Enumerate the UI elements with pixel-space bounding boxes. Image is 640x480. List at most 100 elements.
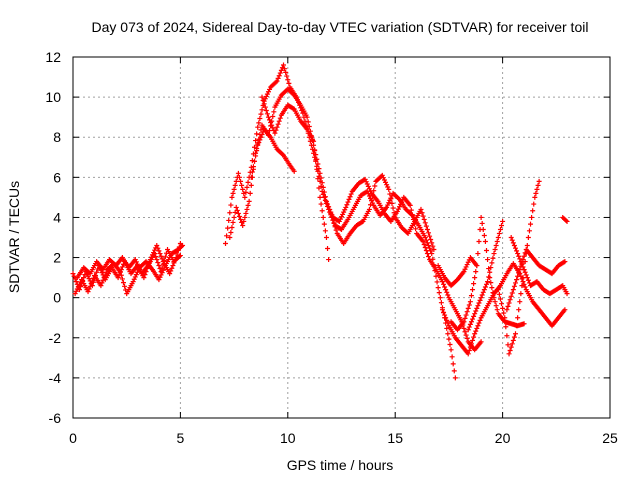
data-point [428,248,434,254]
data-point [258,111,264,117]
data-point [429,240,435,246]
data-track [74,247,183,281]
data-point [488,280,494,286]
data-point [534,186,540,192]
data-point [370,192,376,198]
data-point [255,142,261,148]
data-point [122,283,128,289]
data-point [327,206,333,212]
data-point [462,329,468,335]
data-point [535,182,541,188]
data-point [525,235,531,240]
data-point [330,217,336,223]
data-point [489,260,495,266]
data-point [170,263,176,269]
data-point [391,210,397,216]
data-point [522,269,528,275]
data-point [253,138,259,144]
data-point [448,347,454,353]
data-point [223,241,229,247]
data-point [477,317,483,323]
data-marks [70,62,570,381]
data-point [70,271,76,277]
data-track [435,255,480,289]
data-point [94,269,100,275]
data-point [511,243,517,249]
data-point [562,259,568,265]
data-point [314,166,320,172]
y-tick-label: 6 [53,169,61,185]
data-point [315,176,321,182]
data-point [120,280,126,286]
data-point [325,246,331,252]
data-point [245,202,251,208]
data-point [162,254,168,260]
data-point [445,292,451,298]
data-point [499,222,505,228]
data-point [259,107,265,113]
data-point [269,122,275,128]
data-point [490,255,496,261]
data-point [423,248,429,254]
data-point [512,245,518,251]
data-point [156,263,162,269]
data-point [441,309,447,315]
data-point [231,186,237,192]
data-point [492,247,498,253]
data-point [515,273,521,279]
data-point [304,114,310,120]
data-point [470,287,476,293]
data-point [486,274,492,280]
data-point [386,186,392,192]
data-point [468,293,474,299]
data-point [481,232,487,238]
data-point [443,287,449,293]
data-point [420,239,426,245]
data-point [421,216,427,222]
data-point [249,169,255,175]
data-point [480,289,486,295]
data-point [512,331,518,337]
data-point [236,174,242,180]
data-point [434,279,440,285]
x-tick-label: 0 [69,430,77,446]
data-point [433,273,439,279]
data-point [259,132,265,138]
data-point [236,213,242,219]
data-point [322,228,328,234]
data-point [242,214,248,220]
data-point [491,251,497,257]
data-point [483,281,489,287]
data-point [418,206,424,212]
data-point [240,222,246,228]
data-point [318,175,324,181]
data-point [442,312,448,318]
data-point [438,300,444,306]
data-point [564,218,570,224]
data-point [100,277,106,283]
data-point [499,301,505,307]
data-point [476,239,482,245]
data-point [343,204,349,210]
data-point [464,335,470,341]
data-point [497,296,503,302]
x-tick-label: 10 [280,430,296,446]
data-point [260,97,266,103]
data-point [493,243,499,249]
data-point [102,272,108,278]
data-point [250,164,256,170]
data-point [326,204,332,210]
data-point [86,286,92,292]
data-point [504,307,510,313]
data-point [422,235,428,240]
data-point [466,302,472,308]
data-point [536,178,542,184]
data-point [276,118,282,124]
data-point [471,334,477,340]
data-track [508,235,570,297]
data-point [516,307,522,313]
data-point [99,280,105,286]
data-point [230,219,236,225]
data-point [485,257,491,263]
data-track [504,247,568,313]
